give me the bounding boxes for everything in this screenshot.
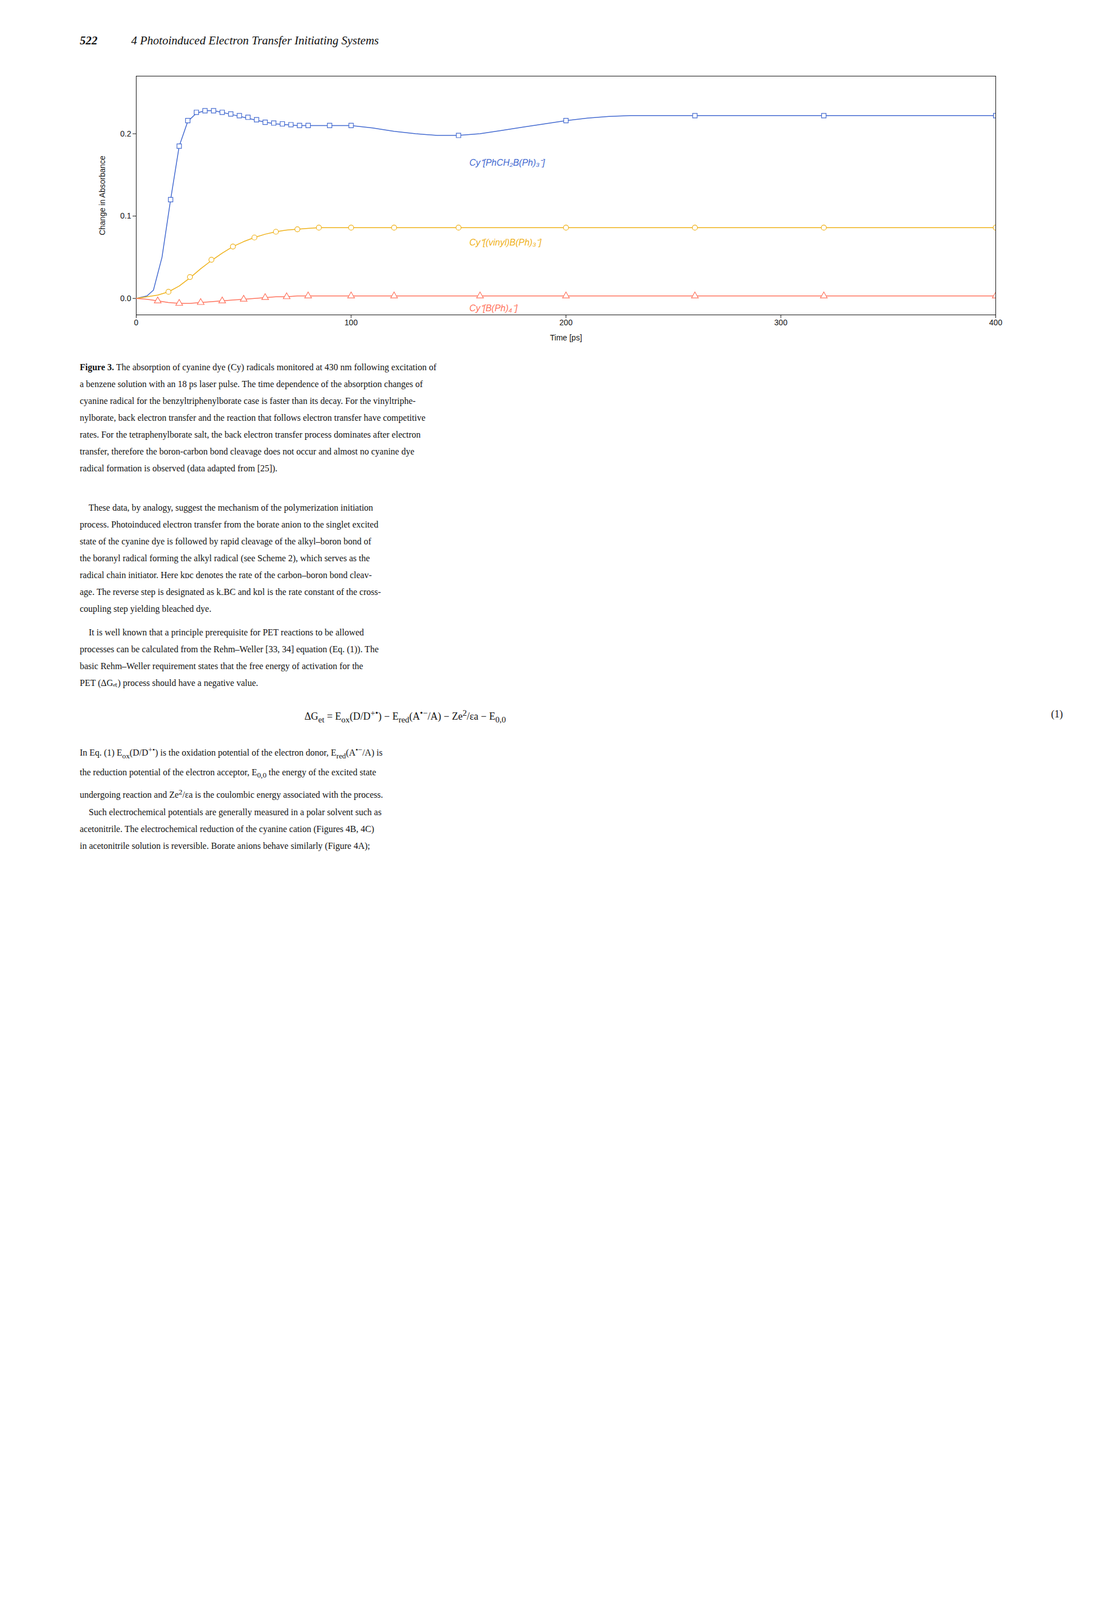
html-text:the boranyl radical forming th: the boranyl radical forming the alkyl ra…: [79, 553, 370, 563]
svg-text:Cy⁺[(vinyl)B(Ph)₃⁻]: Cy⁺[(vinyl)B(Ph)₃⁻]: [469, 237, 542, 248]
html-text:cyanine radical for the benzyl: cyanine radical for the benzyltriphenylb…: [79, 396, 416, 406]
html-text:the reduction potential of the: the reduction potential of the electron …: [79, 767, 377, 780]
svg-text:200: 200: [559, 317, 573, 327]
svg-text:Cy⁺[B(Ph)₄⁻]: Cy⁺[B(Ph)₄⁻]: [469, 303, 518, 313]
html-text:radical chain initiator. Here: radical chain initiator. Here kᴅc denote…: [79, 570, 372, 580]
html-text:nylborate, back electron trans: nylborate, back electron transfer and th…: [79, 412, 426, 423]
html-text:in acetonitrile solution is re: in acetonitrile solution is reversible. …: [79, 840, 371, 851]
html-text:In Eq. (1) Eox(D/D+•) is the o: In Eq. (1) Eox(D/D+•) is the oxidation p…: [79, 745, 383, 760]
html-text:process. Photoinduced electron: process. Photoinduced electron transfer …: [79, 519, 379, 530]
svg-text:400: 400: [989, 317, 1003, 327]
html-text:radical formation is observed: radical formation is observed (data adap…: [79, 463, 278, 474]
svg-text:Time [ps]: Time [ps]: [549, 333, 582, 343]
html-text:rates. For the tetraphenylbora: rates. For the tetraphenylborate salt, t…: [79, 429, 421, 440]
svg-text:300: 300: [774, 317, 788, 327]
svg-text:0.1: 0.1: [120, 211, 132, 221]
svg-text:0.2: 0.2: [120, 129, 132, 139]
html-text:ΔGet= Eox(D/D+•) − Ered(A•−/A): ΔGet= Eox(D/D+•) − Ered(A•−/A) − Ze2/εa …: [304, 708, 506, 724]
html-text:transfer, therefore the boron-: transfer, therefore the boron-carbon bon…: [79, 446, 415, 457]
html-text:basic Rehm–Weller requirement: basic Rehm–Weller requirement states tha…: [79, 661, 364, 671]
html-text:a benzene solution with an 18: a benzene solution with an 18 ps laser p…: [79, 379, 423, 389]
html-text:522: 522: [79, 33, 98, 48]
html-text:It is well known that a princi: It is well known that a principle prereq…: [79, 627, 364, 638]
html-text:(1): (1): [1051, 708, 1063, 720]
html-text:Figure 3. The absorption of cy: Figure 3. The absorption of cyanine dye …: [79, 362, 437, 372]
html-text:undergoing reaction and Ze2/εa: undergoing reaction and Ze2/εa is the co…: [79, 787, 384, 800]
html-text:coupling step yielding bleache: coupling step yielding bleached dye.: [79, 603, 212, 614]
html-text:PET (ΔGₑₜ) process should have: PET (ΔGₑₜ) process should have a negativ…: [79, 678, 259, 688]
html-text:age. The reverse step is desig: age. The reverse step is designated as k…: [79, 587, 381, 597]
html-text:acetonitrile. The electrochemi: acetonitrile. The electrochemical reduct…: [79, 823, 375, 834]
html-text:4 Photoinduced Electron Transf: 4 Photoinduced Electron Transfer Initiat…: [131, 33, 379, 48]
html-text:processes can be calculated fr: processes can be calculated from the Reh…: [79, 644, 379, 654]
svg-text:Cy⁺[PhCH₂B(Ph)₃⁻]: Cy⁺[PhCH₂B(Ph)₃⁻]: [469, 157, 545, 167]
html-text:Such electrochemical potential: Such electrochemical potentials are gene…: [79, 807, 382, 817]
svg-text:0.0: 0.0: [120, 293, 132, 303]
html-text:These data, by analogy, sugges: These data, by analogy, suggest the mech…: [79, 502, 374, 513]
html-text:state of the cyanine dye is fo: state of the cyanine dye is followed by …: [79, 536, 372, 547]
svg-text:0: 0: [134, 317, 139, 327]
svg-text:100: 100: [344, 317, 358, 327]
svg-text:Change in Absorbance: Change in Absorbance: [97, 155, 107, 236]
